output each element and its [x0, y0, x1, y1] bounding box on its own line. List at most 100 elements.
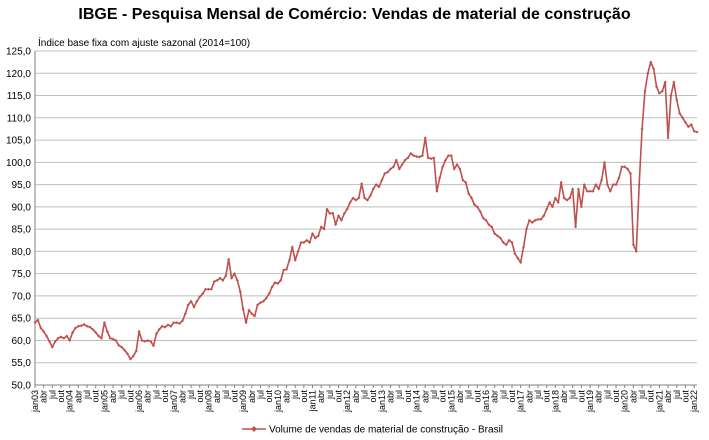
- x-tick-label: jan19: [585, 390, 595, 413]
- data-point: [617, 176, 621, 180]
- data-point: [88, 325, 92, 329]
- data-point: [663, 80, 667, 84]
- data-point: [449, 154, 453, 158]
- data-point: [241, 307, 245, 311]
- data-point: [443, 158, 447, 162]
- data-point: [221, 278, 225, 282]
- data-point: [186, 303, 190, 307]
- x-tick-label: abr: [212, 390, 222, 403]
- gridlines: [35, 50, 697, 386]
- x-tick-label: jan15: [446, 390, 456, 413]
- data-point: [452, 167, 456, 171]
- data-point: [105, 330, 109, 334]
- y-tick-label: 95,0: [12, 180, 32, 191]
- chart-title: IBGE - Pesquisa Mensal de Comércio: Vend…: [78, 6, 631, 23]
- data-point: [556, 200, 560, 204]
- x-tick-label: jul: [498, 390, 508, 400]
- data-point: [345, 207, 349, 211]
- data-point: [429, 157, 433, 161]
- x-tick-label: jan07: [169, 390, 179, 413]
- data-point: [102, 321, 106, 325]
- data-point: [588, 189, 592, 193]
- x-tick-label: jan16: [481, 390, 491, 413]
- data-point: [189, 299, 193, 303]
- data-point: [455, 163, 459, 167]
- data-point: [322, 227, 326, 231]
- data-point: [646, 71, 650, 75]
- y-axis-label: Índice base fixa com ajuste sazonal (201…: [38, 38, 251, 49]
- y-tick-label: 75,0: [12, 269, 32, 280]
- data-point: [417, 155, 421, 159]
- data-point: [666, 136, 670, 140]
- x-axis-ticks: jan03abrjuloutjan04abrjuloutjan05abrjulo…: [30, 385, 699, 413]
- data-point: [76, 324, 80, 328]
- data-point: [432, 156, 436, 160]
- x-tick-label: jan05: [99, 390, 109, 413]
- y-tick-label: 60,0: [12, 336, 32, 347]
- y-tick-label: 65,0: [12, 314, 32, 325]
- data-point: [545, 207, 549, 211]
- y-tick-label: 55,0: [12, 358, 32, 369]
- data-point: [313, 236, 317, 240]
- data-point: [571, 187, 575, 191]
- series-line: [34, 61, 698, 360]
- data-point: [325, 207, 329, 211]
- data-point: [258, 301, 262, 305]
- data-point: [123, 348, 127, 352]
- data-point: [206, 287, 210, 291]
- data-point: [62, 336, 66, 340]
- data-point: [631, 243, 635, 247]
- data-point: [163, 325, 167, 329]
- data-point: [114, 338, 118, 342]
- y-tick-label: 110,0: [7, 113, 32, 124]
- data-point: [550, 205, 554, 209]
- data-point: [126, 352, 130, 356]
- y-tick-label: 100,0: [6, 158, 31, 169]
- data-point: [594, 183, 598, 187]
- x-tick-label: jan21: [654, 390, 664, 413]
- data-point: [519, 261, 523, 265]
- x-tick-label: out: [368, 390, 378, 403]
- x-tick-label: jul: [325, 390, 335, 400]
- data-point: [360, 182, 364, 186]
- data-point: [548, 200, 552, 204]
- data-point: [293, 258, 297, 262]
- data-point: [391, 165, 395, 169]
- data-point: [400, 163, 404, 167]
- data-point: [290, 245, 294, 249]
- x-tick-label: abr: [663, 390, 673, 403]
- data-point: [652, 67, 656, 71]
- legend: Volume de vendas de material de construç…: [242, 425, 503, 436]
- x-tick-label: abr: [351, 390, 361, 403]
- data-point: [99, 336, 103, 340]
- x-tick-label: jan13: [377, 390, 387, 413]
- data-point: [472, 203, 476, 207]
- data-point: [640, 127, 644, 131]
- data-point: [643, 89, 647, 93]
- data-point: [50, 345, 54, 349]
- x-tick-label: abr: [73, 390, 83, 403]
- x-tick-label: out: [125, 390, 135, 403]
- data-point: [209, 287, 213, 291]
- data-point: [348, 200, 352, 204]
- data-point: [374, 183, 378, 187]
- data-point: [507, 238, 511, 242]
- data-point: [180, 319, 184, 323]
- data-point: [602, 160, 606, 164]
- x-tick-label: out: [611, 390, 621, 403]
- data-point: [316, 234, 320, 238]
- data-point: [42, 330, 46, 334]
- data-point: [530, 220, 534, 224]
- data-point: [111, 337, 115, 341]
- x-tick-label: jan18: [550, 390, 560, 413]
- data-point: [487, 223, 491, 227]
- data-point: [201, 292, 205, 296]
- data-point: [299, 240, 303, 244]
- data-point: [498, 236, 502, 240]
- data-point: [273, 281, 277, 285]
- x-tick-label: out: [472, 390, 482, 403]
- data-point: [68, 338, 72, 342]
- data-point: [481, 216, 485, 220]
- data-point: [85, 324, 89, 328]
- y-axis-ticks: 50,0 55,0 60,0 65,0 70,0 75,0 80,0 85,0 90,0 95,0…: [6, 47, 31, 392]
